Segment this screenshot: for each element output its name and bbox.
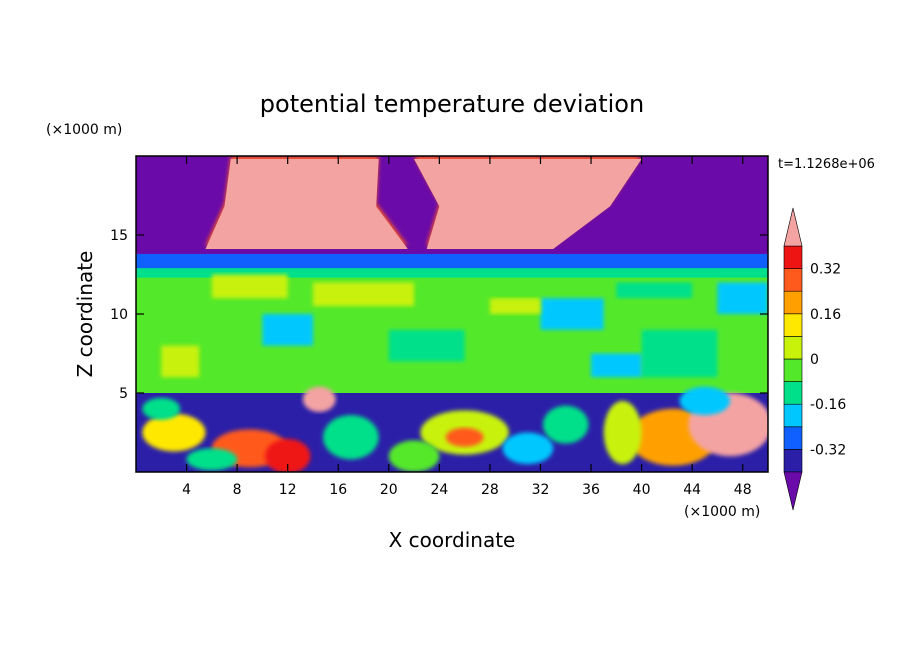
colorbar-cell <box>783 245 803 269</box>
y-axis: 5 10 15 <box>110 228 768 402</box>
mid-patch <box>489 298 541 314</box>
mid-patch <box>591 353 642 378</box>
colorbar-label: -0.32 <box>810 442 846 458</box>
x-tick-label: 4 <box>182 482 191 498</box>
lower-blob <box>603 400 642 465</box>
x-unit-label: (×1000 m) <box>684 504 760 520</box>
chart-title: potential temperature deviation <box>260 90 644 118</box>
colorbar-label: 0 <box>810 352 819 368</box>
mid-patch <box>262 314 313 346</box>
x-tick-label: 48 <box>734 482 752 498</box>
lower-blob <box>264 438 311 472</box>
colorbar-cell <box>783 313 803 337</box>
mid-patch <box>312 282 415 307</box>
plume-west <box>205 159 408 250</box>
y-tick-label: 15 <box>110 228 128 244</box>
mid-patch <box>616 282 693 299</box>
colorbar-cell <box>783 426 803 450</box>
mid-patch <box>641 329 718 378</box>
y-axis-label: Z coordinate <box>73 251 97 378</box>
x-tick-label: 16 <box>329 482 347 498</box>
x-tick-label: 36 <box>582 482 600 498</box>
colorbar-cell <box>783 290 803 315</box>
lower-blob <box>142 413 206 452</box>
x-tick-label: 44 <box>683 482 701 498</box>
colorbar-cell <box>783 358 803 382</box>
lower-blob <box>502 432 554 465</box>
x-tick-label: 32 <box>532 482 550 498</box>
colorbar-max-triangle <box>783 207 803 247</box>
time-label: t=1.1268e+06 <box>778 157 875 172</box>
colorbar-cell <box>783 268 803 292</box>
colorbar-label: 0.16 <box>810 307 841 323</box>
lower-blob <box>445 427 484 447</box>
x-tick-label: 20 <box>380 482 398 498</box>
x-tick-label: 12 <box>279 482 297 498</box>
x-tick-label: 28 <box>481 482 499 498</box>
colorbar: -0.32 -0.16 0 0.16 0.32 <box>783 207 846 511</box>
colorbar-cell <box>783 381 803 405</box>
lower-blob <box>388 440 440 472</box>
lower-blob <box>302 386 336 412</box>
mid-patch <box>161 345 200 378</box>
x-tick-label: 8 <box>233 482 242 498</box>
lower-blob <box>679 386 731 416</box>
colorbar-cell <box>783 449 803 473</box>
colorbar-cell <box>783 403 803 428</box>
mid-patch <box>211 274 288 299</box>
colorbar-label: 0.32 <box>810 262 841 278</box>
y-tick-label: 5 <box>119 386 128 402</box>
x-tick-label: 24 <box>430 482 448 498</box>
mid-patch <box>388 329 465 362</box>
plume-east <box>414 159 642 250</box>
contour-field <box>136 156 768 472</box>
colorbar-min-triangle <box>783 471 803 511</box>
mid-patch <box>540 298 604 330</box>
boundary-band <box>136 253 768 270</box>
lower-blob <box>543 405 589 444</box>
lower-blob <box>142 397 181 420</box>
colorbar-label: -0.16 <box>810 397 846 413</box>
x-axis-label: X coordinate <box>389 528 516 552</box>
mid-patch <box>717 282 768 314</box>
boundary-band <box>136 268 768 278</box>
x-axis: 4 8 12 16 20 24 28 32 36 40 44 48 <box>182 156 752 498</box>
colorbar-cell <box>783 336 803 360</box>
x-tick-label: 40 <box>633 482 651 498</box>
lower-blob <box>323 415 379 460</box>
y-tick-label: 10 <box>110 307 128 323</box>
lower-blob <box>186 448 238 471</box>
y-unit-label: (×1000 m) <box>46 122 122 138</box>
